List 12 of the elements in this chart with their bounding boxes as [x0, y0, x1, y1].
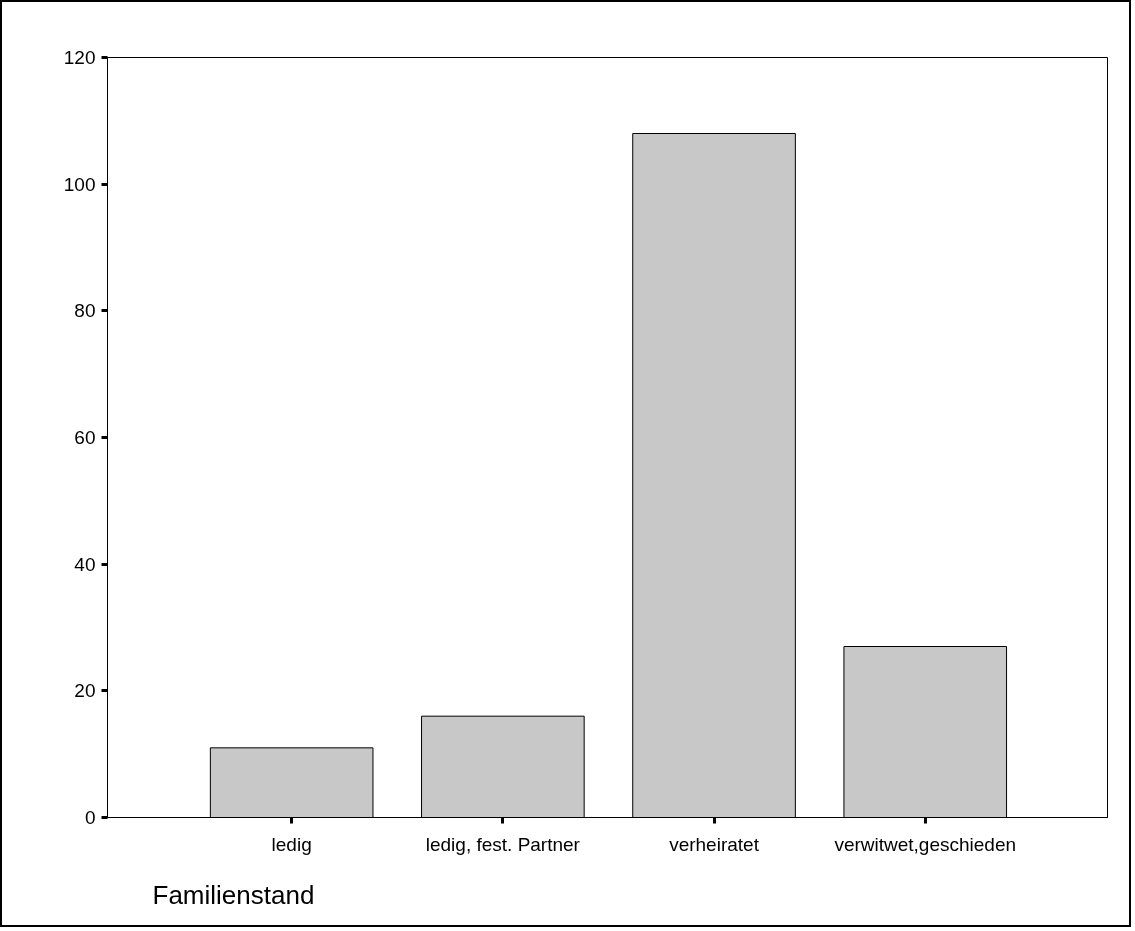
- x-tick-label: verwitwet,geschieden: [834, 833, 1017, 855]
- x-axis-title: Familienstand: [152, 879, 315, 910]
- y-tick-label: 0: [84, 807, 96, 828]
- y-tick-label: 80: [74, 300, 96, 322]
- y-tick-label: 60: [74, 427, 96, 448]
- y-tick-label: 100: [63, 173, 96, 195]
- x-tick-label: verheiratet: [669, 833, 760, 855]
- x-tick-label: ledig, fest. Partner: [425, 833, 581, 855]
- y-tick-label: 20: [74, 680, 96, 702]
- y-tick-label: 40: [74, 553, 96, 575]
- x-tick-label: ledig: [271, 833, 312, 855]
- y-tick-label: 120: [63, 47, 96, 68]
